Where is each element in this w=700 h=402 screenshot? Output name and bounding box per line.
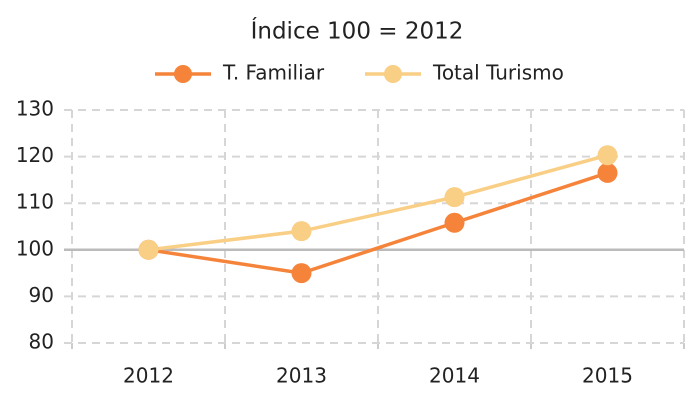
legend-label: Total Turismo (432, 61, 564, 85)
point (444, 187, 465, 208)
point (444, 212, 465, 233)
y-tick-label: 100 (16, 236, 54, 260)
x-tick-label: 2012 (123, 364, 174, 388)
point (597, 145, 618, 166)
point (291, 263, 312, 284)
legend-label: T. Familiar (222, 61, 325, 85)
y-tick-label: 80 (29, 330, 54, 354)
y-tick-label: 110 (16, 190, 54, 214)
legend-marker (384, 65, 402, 83)
x-tick-label: 2013 (276, 364, 327, 388)
x-tick-label: 2014 (429, 364, 480, 388)
point (138, 239, 159, 260)
point (597, 162, 618, 183)
y-tick-label: 90 (29, 283, 54, 307)
point (291, 221, 312, 242)
y-tick-label: 130 (16, 97, 54, 121)
x-tick-label: 2015 (582, 364, 633, 388)
chart-title: Índice 100 = 2012 (251, 17, 464, 45)
legend-marker (174, 65, 192, 83)
y-tick-label: 120 (16, 143, 54, 167)
series-line (148, 153, 608, 252)
series-line (148, 171, 609, 275)
